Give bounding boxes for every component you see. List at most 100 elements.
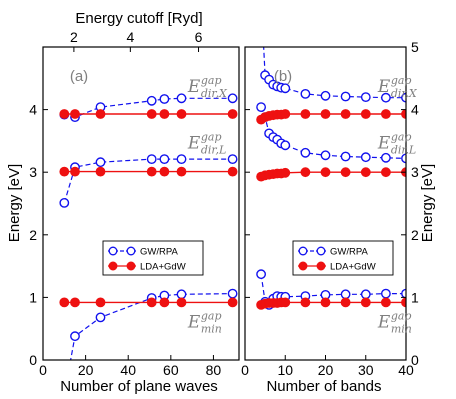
lda-gdw-point xyxy=(381,109,391,119)
gw-rpa-point xyxy=(360,289,371,300)
panel-a-legend-marker xyxy=(108,261,118,271)
lda-gdw-point xyxy=(159,297,170,308)
lda-gdw-point xyxy=(360,167,371,178)
panel-b-legend-marker xyxy=(298,261,308,271)
lda-gdw-point xyxy=(176,166,187,177)
annotation-base: E xyxy=(377,77,391,97)
lda-gdw-point xyxy=(176,109,187,119)
panel-a-y-tick-label: 2 xyxy=(29,227,37,243)
lda-gdw-point xyxy=(95,109,106,119)
gw-rpa-point xyxy=(340,91,351,102)
panel-a-legend-label: GW/RPA xyxy=(140,247,178,258)
lda-gdw-point xyxy=(146,297,157,308)
panel-b-y-tick-label: 3 xyxy=(411,164,419,180)
annotation-base: E xyxy=(187,312,201,332)
lda-gdw-point xyxy=(176,297,187,308)
lda-gdw-point xyxy=(95,297,106,308)
annotation-sub: dir,X xyxy=(201,87,228,100)
gw-rpa-point xyxy=(146,154,157,165)
panel-b-y-tick-label: 2 xyxy=(411,227,419,243)
panel-b-label: (b) xyxy=(274,68,292,85)
annotation-base: E xyxy=(187,133,201,153)
gw-rpa-point xyxy=(300,89,311,99)
annotation-sub: dir,L xyxy=(391,143,416,156)
lda-gdw-point xyxy=(360,297,371,308)
gw-rpa-point xyxy=(159,154,170,165)
gw-rpa-point xyxy=(256,269,266,280)
panel-b-x-tick-label: 20 xyxy=(318,362,334,378)
gw-rpa-point xyxy=(227,154,238,165)
panel-b-legend: GW/RPA LDA+GdW xyxy=(292,240,394,276)
panel-a-legend-marker xyxy=(126,261,136,271)
lda-gdw-point xyxy=(59,109,70,119)
lda-gdw-point xyxy=(381,167,391,178)
right-axis-title: Energy [eV] xyxy=(419,164,436,242)
gw-rpa-point xyxy=(320,90,331,101)
lda-gdw-point xyxy=(360,109,371,119)
gw-rpa-point xyxy=(146,95,157,106)
gw-rpa-point xyxy=(340,151,351,162)
annotation-sup: gap xyxy=(201,130,222,143)
panel-a-x-tick-label: 20 xyxy=(78,362,94,378)
panel-b-legend-label: LDA+GdW xyxy=(330,262,376,273)
gw-rpa-point xyxy=(70,331,80,342)
lda-gdw-point xyxy=(146,109,157,119)
gw-rpa-point xyxy=(257,0,265,1)
panel-a-legend: GW/RPA LDA+GdW xyxy=(102,240,204,276)
gw-rpa-point xyxy=(256,102,266,113)
panel-b-x-tick-label: 0 xyxy=(241,362,249,378)
gw-rpa-point xyxy=(176,93,187,104)
lda-gdw-point xyxy=(159,166,170,177)
lda-gdw-point xyxy=(70,166,80,177)
lda-gdw-point xyxy=(300,109,311,119)
panel-a-y-tick-label: 4 xyxy=(29,102,37,118)
annotation-sup: gap xyxy=(201,309,222,322)
annotation-sup: gap xyxy=(201,74,222,87)
annotation-base: E xyxy=(187,77,201,97)
panel-a-plot-area xyxy=(59,93,238,360)
lda-gdw-point xyxy=(227,297,238,308)
panel-a-legend-marker xyxy=(108,246,118,256)
top-axis-title: Energy cutoff [Ryd] xyxy=(75,10,202,27)
lda-gdw-point xyxy=(300,167,311,178)
annotation-sup: gap xyxy=(391,309,412,322)
gw-rpa-point xyxy=(300,147,311,158)
panel-a-top-tick-label: 4 xyxy=(126,29,134,45)
lda-gdw-point xyxy=(146,166,157,177)
gw-rpa-dir-l-line xyxy=(63,158,233,204)
panel-b-y-tick-label: 0 xyxy=(411,352,419,368)
lda-gdw-point xyxy=(320,109,331,119)
gw-rpa-point xyxy=(280,140,291,151)
annotation-sub: dir,X xyxy=(391,87,418,100)
panel-b-x-tick-label: 30 xyxy=(358,362,374,378)
panel-b-legend-marker xyxy=(316,246,326,256)
lda-gdw-point xyxy=(70,109,80,119)
panel-b-plot-area xyxy=(256,0,406,310)
lda-gdw-point xyxy=(340,109,351,119)
gw-rpa-point xyxy=(95,312,106,323)
panel-a-legend-box xyxy=(102,240,204,276)
panel-a-x-tick-label: 60 xyxy=(163,362,179,378)
annotation-sub: dir,L xyxy=(201,143,226,156)
lda-gdw-point xyxy=(159,109,170,119)
gw-rpa-point xyxy=(176,289,187,300)
lda-gdw-point xyxy=(59,297,70,308)
lda-gdw-point xyxy=(340,167,351,178)
gw-rpa-point xyxy=(95,157,106,168)
panel-b-y-tick-label: 5 xyxy=(411,39,419,55)
lda-gdw-point xyxy=(227,166,238,177)
panel-a-y-tick-label: 1 xyxy=(29,289,37,305)
panel-a-x-tick-label: 80 xyxy=(206,362,222,378)
gw-rpa-point xyxy=(227,288,238,299)
panel-b-legend-box xyxy=(292,240,394,276)
lda-gdw-point xyxy=(401,109,406,119)
gw-rpa-point xyxy=(380,288,391,299)
gw-rpa-point xyxy=(380,92,391,103)
lda-gdw-point xyxy=(70,297,80,308)
